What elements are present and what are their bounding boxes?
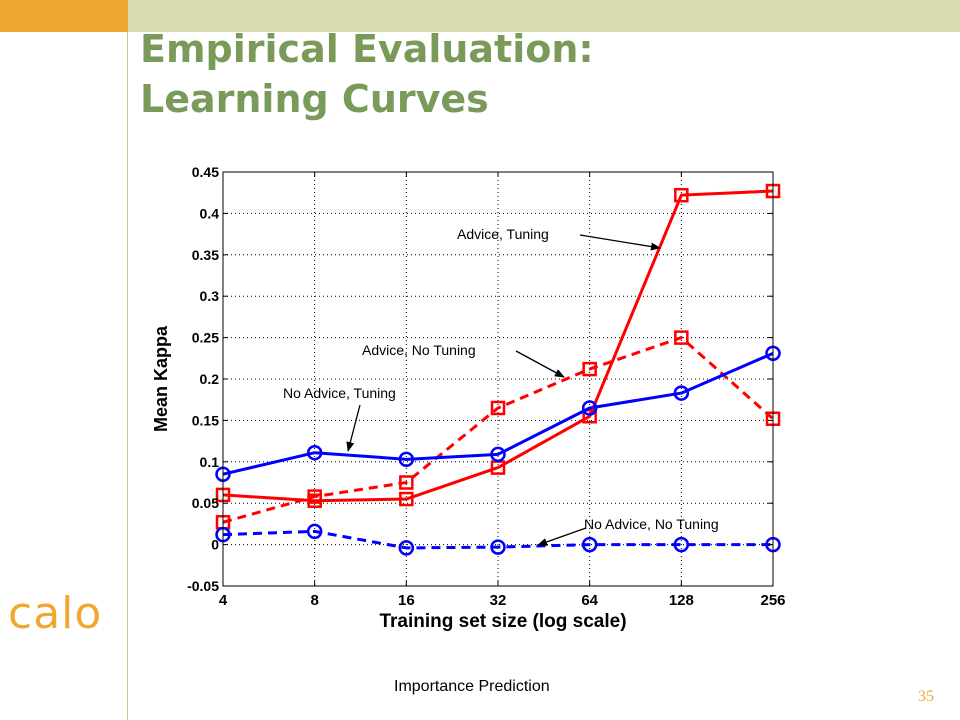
y-tick-label: 0.4 <box>200 205 220 221</box>
data-point-circle <box>306 444 323 461</box>
y-tick-label: 0.45 <box>192 164 219 180</box>
series-line-advice-tuning <box>222 189 774 503</box>
x-tick-label: 32 <box>490 592 507 609</box>
annotation-arrow-no-advice-no-tuning <box>537 527 587 546</box>
y-tick-label: 0.15 <box>192 412 219 428</box>
page-number: 35 <box>918 688 934 705</box>
y-tick-label: 0.3 <box>200 288 220 304</box>
y-tick-label: 0.35 <box>192 247 219 263</box>
data-point-square <box>399 475 414 490</box>
data-point-square <box>582 361 597 377</box>
x-tick-label: 8 <box>310 592 318 609</box>
data-point-square <box>674 187 689 203</box>
y-tick-label: -0.05 <box>187 578 219 594</box>
y-tick-label: 0.1 <box>200 454 220 470</box>
y-tick-label: 0.2 <box>200 371 220 387</box>
left-divider <box>127 32 128 720</box>
y-tick-label: 0 <box>211 537 219 553</box>
slide-title: Empirical Evaluation: Learning Curves <box>140 27 594 121</box>
data-point-circle <box>398 540 415 556</box>
series-no-advice-tuning <box>215 345 781 482</box>
series-no-advice-no-tuning <box>215 523 781 556</box>
data-point-circle <box>398 451 415 468</box>
data-point-circle <box>490 539 506 555</box>
header-band <box>128 0 960 32</box>
series-line-advice-no-tuning <box>222 336 774 524</box>
x-tick-label: 16 <box>398 592 415 609</box>
annotation-arrow-advice-tuning <box>579 234 661 251</box>
data-point-square <box>582 409 597 424</box>
y-tick-label: 0.05 <box>192 495 219 511</box>
data-point-circle <box>673 536 690 553</box>
annotation-label-advice-tuning: Advice, Tuning <box>457 226 549 242</box>
x-tick-label: 128 <box>669 592 694 609</box>
annotation-arrow-no-advice-tuning <box>346 404 361 452</box>
annotation-label-advice-no-tuning: Advice, No Tuning <box>362 342 476 358</box>
learning-curves-chart: -0.05 0 0.05 0.1 0.15 0.2 0.25 0.3 0.35 0.4 0.45 4 8… <box>151 164 786 632</box>
calo-logo: calo <box>8 588 103 639</box>
series-line-no-advice-no-tuning <box>222 529 773 550</box>
axis-ticks: -0.05 0 0.05 0.1 0.15 0.2 0.25 0.3 0.35 0.4 0.45 4 8… <box>187 164 785 609</box>
x-axis-label: Training set size (log scale) <box>379 611 626 632</box>
series-group <box>215 183 781 556</box>
x-tick-label: 256 <box>760 592 785 609</box>
data-point-circle <box>581 400 598 416</box>
annotation-arrow-advice-no-tuning <box>515 350 565 378</box>
annotations: Advice, Tuning Advice, No Tuning No Advice… <box>283 226 719 546</box>
data-point-circle <box>306 523 323 540</box>
data-point-circle <box>673 385 690 401</box>
x-tick-label: 64 <box>581 592 598 609</box>
annotation-label-no-advice-no-tuning: No Advice, No Tuning <box>584 516 719 532</box>
x-tick-label: 4 <box>219 592 228 609</box>
data-point-circle <box>581 536 598 553</box>
corner-accent-block <box>0 0 128 32</box>
data-point-square <box>307 489 322 504</box>
y-tick-label: 0.25 <box>192 330 219 346</box>
series-line-no-advice-tuning <box>222 351 774 476</box>
footer-caption: Importance Prediction <box>394 678 550 695</box>
grid-lines <box>223 172 773 586</box>
data-point-square <box>674 330 689 345</box>
data-point-circle <box>490 446 506 463</box>
y-axis-label: Mean Kappa <box>151 325 171 432</box>
data-point-square <box>399 491 414 507</box>
annotation-label-no-advice-tuning: No Advice, Tuning <box>283 385 396 401</box>
data-point-square <box>490 400 506 416</box>
